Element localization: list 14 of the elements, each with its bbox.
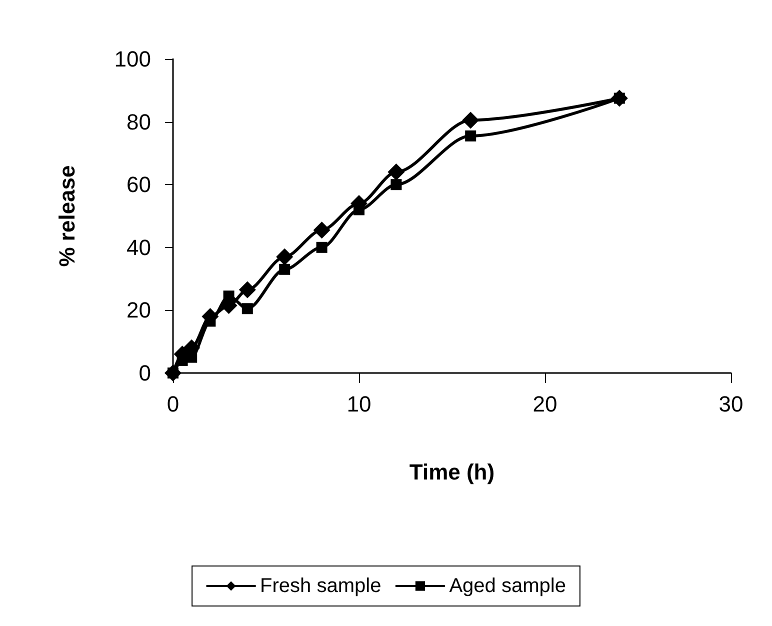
legend-label: Aged sample <box>449 575 566 597</box>
x-tick-label: 10 <box>346 392 372 416</box>
y-tick-label: 60 <box>126 172 151 198</box>
x-tick-label: 0 <box>166 392 180 416</box>
y-tick-label: 80 <box>126 109 151 134</box>
y-tick-label: 100 <box>114 46 151 72</box>
x-axis-title: Time (h) <box>409 460 495 484</box>
legend-label: Fresh sample <box>260 575 382 597</box>
y-tick-label: 20 <box>126 298 151 323</box>
y-axis-title: % release <box>54 165 80 267</box>
x-tick-label: 30 <box>718 392 744 416</box>
y-tick-label: 0 <box>138 360 151 386</box>
x-tick-label: 20 <box>532 392 558 416</box>
y-tick-label: 40 <box>126 234 151 260</box>
